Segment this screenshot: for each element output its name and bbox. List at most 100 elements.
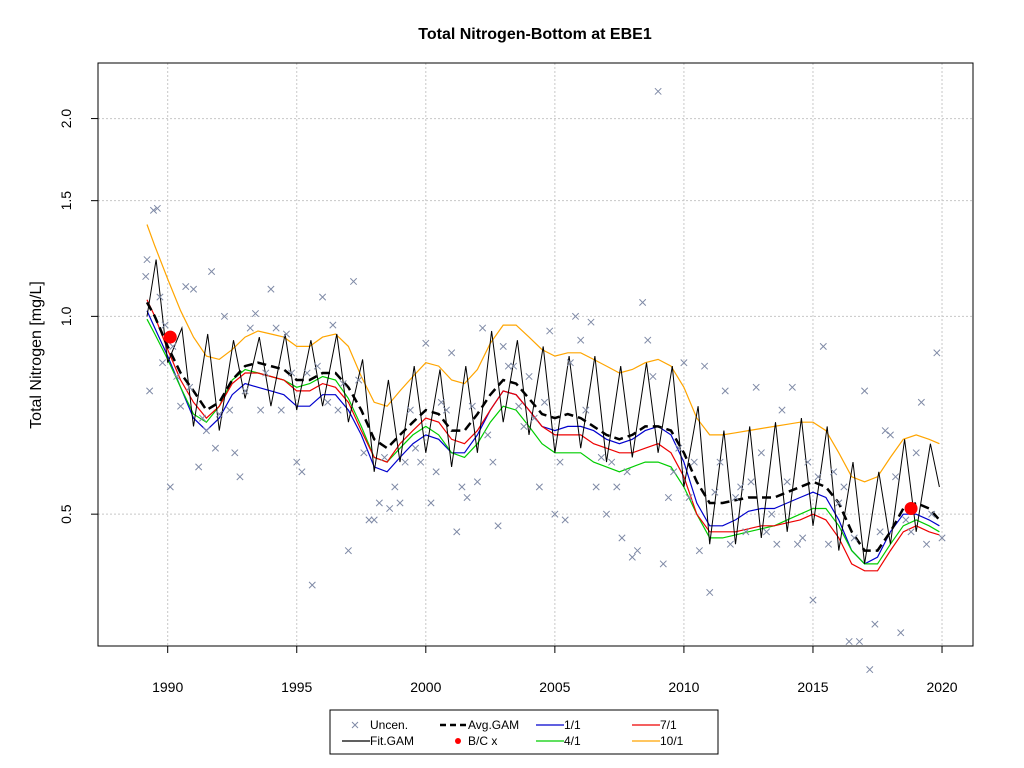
uncensored-point [716, 458, 724, 466]
uncensored-point [809, 596, 817, 604]
legend-item: 1/1 [536, 718, 581, 732]
uncensored-point [551, 510, 559, 518]
uncensored-point [835, 499, 843, 507]
series-layer [145, 224, 941, 572]
uncensored-point [592, 483, 600, 491]
y-axis-title: Total Nitrogen [mg/L] [28, 281, 45, 429]
uncensored-point [778, 406, 786, 414]
uncensored-point [324, 398, 332, 406]
legend-item: 10/1 [632, 734, 684, 748]
uncensored-point [922, 540, 931, 548]
legend-label: 10/1 [660, 734, 684, 748]
axis-layer: 1990 1995 2000 2005 2010 2015 2020 0.5 1.0 1.5 2.0 [58, 109, 958, 695]
uncensored-point [933, 349, 941, 357]
uncensored-point [463, 493, 471, 502]
uncensored-point [871, 620, 879, 628]
uncensored-point [391, 483, 399, 491]
y-tick-label: 1.5 [58, 191, 74, 211]
series-line-4-1 [146, 318, 940, 565]
uncensored-point [618, 534, 626, 542]
uncensored-point [654, 87, 662, 95]
uncensored-point [690, 458, 698, 466]
uncensored-point [571, 312, 580, 320]
uncensored-point [799, 534, 807, 542]
uncensored-point [422, 339, 430, 347]
y-tick-label: 1.0 [58, 306, 74, 326]
uncensored-point [479, 324, 487, 332]
uncensored-point [566, 359, 574, 367]
uncensored-point [262, 369, 270, 377]
uncensored-point [329, 321, 337, 329]
uncensored-point [897, 629, 905, 637]
legend: Uncen. Fit.GAM Avg.GAM B/C x 1/1 4/1 7/1 10/1 [329, 709, 719, 755]
uncensored-point [577, 336, 585, 344]
uncensored-point [365, 516, 373, 524]
uncensored-point [711, 488, 719, 496]
uncensored-point [158, 359, 167, 367]
uncensored-point [520, 422, 528, 430]
uncensored-point [288, 369, 296, 377]
uncensored-point [293, 458, 301, 466]
plot-frame [97, 62, 974, 647]
bc-point [904, 502, 918, 516]
uncensored-point [267, 285, 275, 293]
uncensored-point [597, 453, 605, 461]
uncensored-point [432, 468, 440, 476]
uncensored-point [840, 483, 848, 491]
uncensored-point [902, 516, 910, 524]
uncensored-point [211, 444, 219, 452]
uncensored-point [319, 293, 327, 301]
uncensored-point [195, 463, 203, 471]
legend-label: Fit.GAM [370, 734, 414, 748]
uncensored-point [355, 376, 363, 384]
uncensored-point [757, 449, 765, 457]
uncensored-point [866, 666, 874, 674]
uncensored-point [489, 458, 497, 466]
legend-dot-icon [455, 738, 461, 744]
legend-item: B/C x [455, 734, 497, 748]
uncensored-point [773, 540, 781, 548]
x-tick-label: 2015 [797, 679, 828, 695]
uncensored-point [208, 268, 216, 276]
uncensored-point [680, 359, 688, 367]
data-points-layer [142, 87, 946, 674]
uncensored-point [510, 362, 518, 370]
legend-cross-icon [351, 721, 359, 729]
legend-label: Uncen. [370, 718, 408, 732]
uncensored-point [504, 362, 512, 370]
x-tick-label: 2010 [668, 679, 699, 695]
legend-item: Avg.GAM [440, 718, 519, 732]
uncensored-point [241, 387, 249, 395]
uncensored-point [220, 312, 229, 320]
legend-label: 4/1 [564, 734, 581, 748]
uncensored-point [146, 387, 154, 395]
uncensored-point [737, 483, 745, 491]
uncensored-point [726, 540, 734, 548]
series-line-avg-gam [145, 301, 941, 552]
uncensored-point [685, 493, 693, 502]
uncensored-point [664, 493, 672, 502]
uncensored-point [198, 414, 207, 422]
uncensored-point [143, 256, 151, 264]
uncensored-point [881, 427, 889, 435]
uncensored-point [386, 504, 394, 513]
uncensored-point [231, 449, 239, 457]
legend-item: Uncen. [351, 718, 408, 732]
legend-item: Fit.GAM [342, 734, 414, 748]
uncensored-point [303, 369, 311, 377]
uncensored-point [246, 324, 254, 332]
uncensored-point [186, 383, 194, 391]
uncensored-point [484, 431, 492, 439]
uncensored-point [546, 327, 554, 335]
uncensored-point [251, 309, 260, 318]
uncensored-point [499, 342, 507, 350]
chart-title: Total Nitrogen-Bottom at EBE1 [418, 26, 652, 43]
uncensored-point [515, 402, 523, 410]
legend-item: 4/1 [536, 734, 581, 748]
uncensored-point [339, 380, 347, 388]
uncensored-point [215, 410, 223, 418]
uncensored-point [608, 458, 616, 466]
uncensored-point [793, 540, 802, 548]
uncensored-point [298, 468, 306, 476]
